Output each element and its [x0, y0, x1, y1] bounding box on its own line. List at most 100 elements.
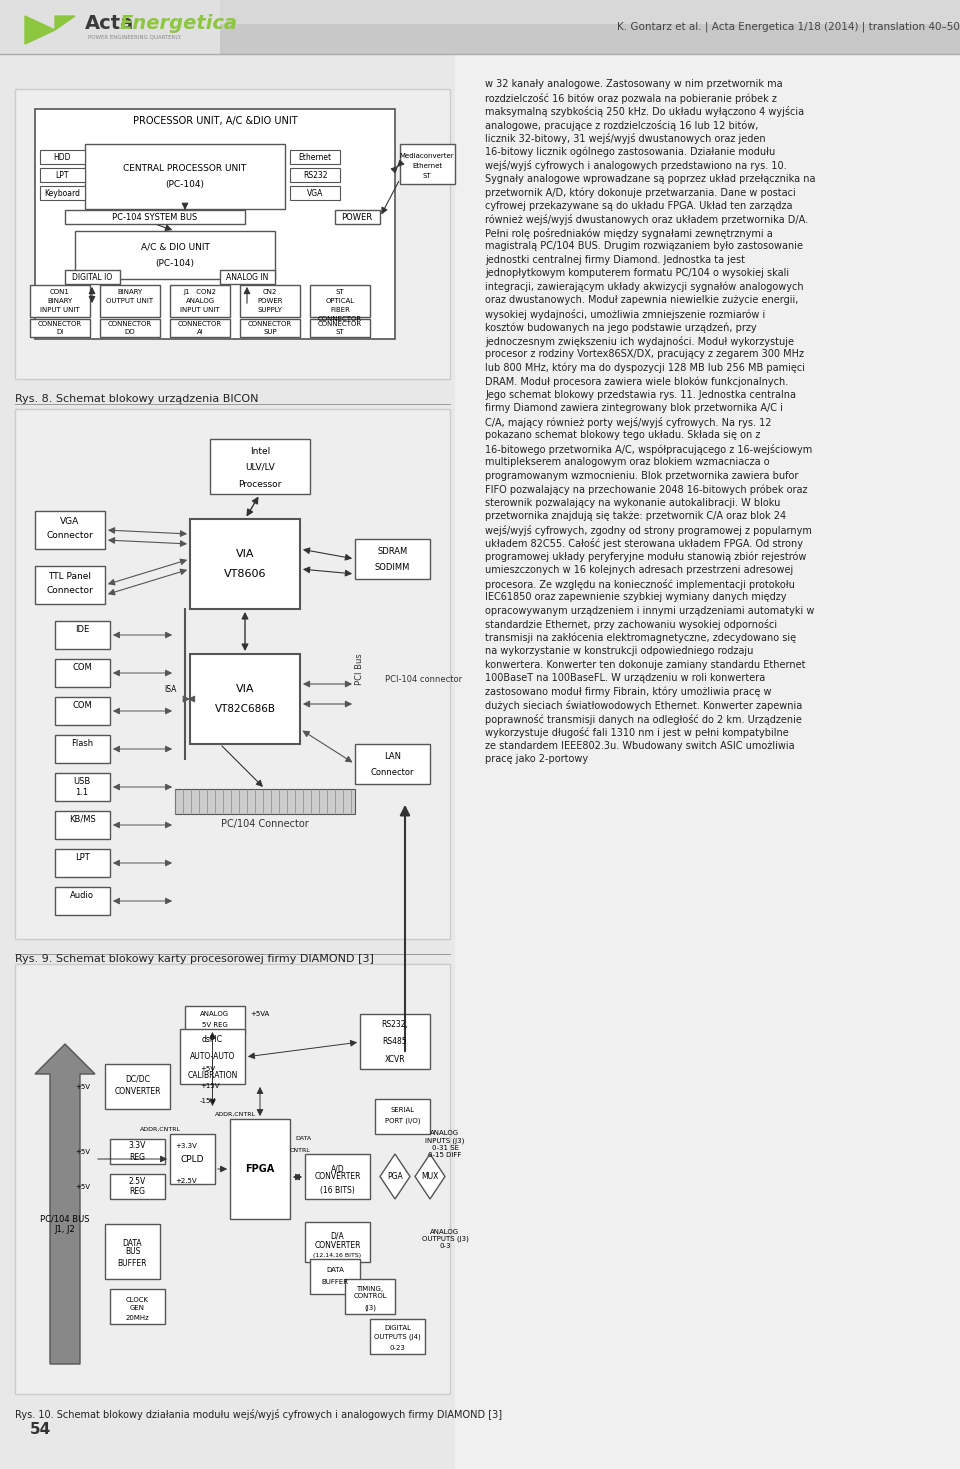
Text: wysokiej wydajności, umożliwia zmniejszenie rozmiarów i: wysokiej wydajności, umożliwia zmniejsze… [485, 308, 765, 319]
Text: SUPPLY: SUPPLY [257, 307, 282, 313]
Text: 16-bitowy licznik ogólnego zastosowania. Działanie modułu: 16-bitowy licznik ogólnego zastosowania.… [485, 147, 776, 157]
Text: VT82C686B: VT82C686B [214, 704, 276, 714]
FancyBboxPatch shape [55, 773, 110, 801]
Text: (12,14,16 BITS): (12,14,16 BITS) [313, 1253, 362, 1259]
FancyBboxPatch shape [55, 811, 110, 839]
Text: BINARY: BINARY [117, 289, 143, 295]
FancyBboxPatch shape [220, 270, 275, 284]
Text: multiplekserem analogowym oraz blokiem wzmacniacza o: multiplekserem analogowym oraz blokiem w… [485, 457, 770, 467]
FancyBboxPatch shape [185, 1006, 245, 1034]
Text: POWER: POWER [342, 213, 372, 222]
Text: CON1: CON1 [50, 289, 70, 295]
Text: COM: COM [72, 701, 92, 710]
Text: ISA: ISA [164, 685, 177, 693]
Text: VIA: VIA [236, 685, 254, 693]
Text: 0-23: 0-23 [390, 1346, 405, 1351]
Text: PGA: PGA [387, 1172, 403, 1181]
Text: CLOCK: CLOCK [126, 1297, 149, 1303]
Text: IEC61850 oraz zapewnienie szybkiej wymiany danych między: IEC61850 oraz zapewnienie szybkiej wymia… [485, 592, 786, 602]
Text: (PC-104): (PC-104) [165, 181, 204, 190]
FancyBboxPatch shape [370, 1319, 425, 1354]
Text: Keyboard: Keyboard [44, 188, 80, 197]
Bar [15, 964, 450, 1394]
Text: transmisji na zakłócenia elektromagnetyczne, zdecydowano się: transmisji na zakłócenia elektromagnetyc… [485, 633, 796, 643]
Text: SUP: SUP [263, 329, 276, 335]
FancyBboxPatch shape [55, 734, 110, 762]
Text: OUTPUT UNIT: OUTPUT UNIT [107, 298, 154, 304]
Text: wejś/wyjś cyfrowych i analogowych przedstawiono na rys. 10.: wejś/wyjś cyfrowych i analogowych przeds… [485, 160, 786, 170]
Text: Ethernet: Ethernet [412, 163, 442, 169]
Text: DI: DI [57, 329, 63, 335]
Text: dużych sieciach światłowodowych Ethernet. Konwerter zapewnia: dużych sieciach światłowodowych Ethernet… [485, 701, 803, 711]
Bar [175, 789, 355, 814]
FancyBboxPatch shape [40, 167, 85, 182]
Text: CONNECTOR: CONNECTOR [318, 322, 362, 328]
FancyBboxPatch shape [360, 1014, 430, 1069]
Text: CONVERTER: CONVERTER [314, 1241, 361, 1250]
Text: CONNECTOR: CONNECTOR [108, 322, 152, 328]
Text: A/D: A/D [330, 1163, 345, 1174]
Text: +15V: +15V [200, 1084, 220, 1090]
Text: ST: ST [336, 289, 345, 295]
Text: wejś/wyjś cyfrowych, zgodny od strony programowej z popularnym: wejś/wyjś cyfrowych, zgodny od strony pr… [485, 524, 812, 536]
Text: Sygnały analogowe wprowadzane są poprzez układ przełącznika na: Sygnały analogowe wprowadzane są poprzez… [485, 173, 815, 184]
Text: Ethernet: Ethernet [299, 153, 331, 162]
Text: 5V REG: 5V REG [202, 1022, 228, 1028]
Text: Processor: Processor [238, 479, 281, 489]
Text: BUFFER: BUFFER [322, 1278, 348, 1284]
FancyBboxPatch shape [110, 1138, 165, 1163]
Text: RS232,: RS232, [381, 1019, 408, 1028]
FancyBboxPatch shape [335, 210, 380, 223]
Text: D/A: D/A [330, 1231, 345, 1240]
Text: Acta: Acta [85, 13, 134, 32]
Text: FPGA: FPGA [246, 1163, 275, 1174]
Text: procesora. Ze względu na konieczność implementacji protokołu: procesora. Ze względu na konieczność imp… [485, 579, 795, 589]
Text: XCVR: XCVR [385, 1055, 405, 1064]
Text: BUS: BUS [125, 1247, 140, 1256]
Text: BUFFER: BUFFER [118, 1259, 147, 1268]
Text: integracji, zawierającym układy akwizycji sygnałów analogowych: integracji, zawierającym układy akwizycj… [485, 282, 804, 292]
Text: FIBER: FIBER [330, 307, 350, 313]
FancyBboxPatch shape [35, 109, 395, 339]
Text: SODIMM: SODIMM [374, 563, 410, 571]
Text: ANALOG: ANALOG [185, 298, 215, 304]
Text: BINARY: BINARY [47, 298, 73, 304]
Text: POWER ENGINEERING QUARTERLY: POWER ENGINEERING QUARTERLY [88, 34, 180, 40]
FancyBboxPatch shape [55, 621, 110, 649]
Text: REG: REG [129, 1153, 145, 1162]
Text: CALIBRATION: CALIBRATION [187, 1071, 238, 1081]
Text: standardzie Ethernet, przy zachowaniu wysokiej odporności: standardzie Ethernet, przy zachowaniu wy… [485, 618, 778, 630]
Text: Rys. 9. Schemat blokowy karty procesorowej firmy DIAMOND [3]: Rys. 9. Schemat blokowy karty procesorow… [15, 953, 373, 964]
Text: LPT: LPT [75, 852, 89, 861]
Text: w 32 kanały analogowe. Zastosowany w nim przetwornik ma: w 32 kanały analogowe. Zastosowany w nim… [485, 79, 782, 90]
FancyBboxPatch shape [355, 539, 430, 579]
Text: wykorzystuje długość fali 1310 nm i jest w pełni kompatybilne: wykorzystuje długość fali 1310 nm i jest… [485, 727, 789, 737]
Text: (PC-104): (PC-104) [156, 259, 195, 267]
Text: RS485: RS485 [383, 1037, 407, 1046]
Text: PC-104 SYSTEM BUS: PC-104 SYSTEM BUS [112, 213, 198, 222]
FancyBboxPatch shape [100, 319, 160, 336]
Polygon shape [380, 1155, 410, 1199]
Text: DATA: DATA [123, 1238, 142, 1249]
Text: firmy Diamond zawiera zintegrowany blok przetwornika A/C i: firmy Diamond zawiera zintegrowany blok … [485, 403, 782, 413]
FancyBboxPatch shape [240, 319, 300, 336]
Text: jednopłytkowym komputerem formatu PC/104 o wysokiej skali: jednopłytkowym komputerem formatu PC/104… [485, 267, 789, 278]
Text: 20MHz: 20MHz [126, 1315, 150, 1321]
Text: VGA: VGA [307, 188, 324, 197]
FancyBboxPatch shape [355, 743, 430, 784]
Text: J1   CON2: J1 CON2 [183, 289, 217, 295]
Polygon shape [55, 16, 75, 29]
Text: A/C & DIO UNIT: A/C & DIO UNIT [140, 242, 209, 251]
Text: 1.1: 1.1 [76, 787, 88, 796]
Text: DIGITAL IO: DIGITAL IO [72, 273, 112, 282]
FancyBboxPatch shape [170, 1134, 215, 1184]
Text: CONNECTOR: CONNECTOR [248, 322, 292, 328]
FancyBboxPatch shape [55, 849, 110, 877]
FancyBboxPatch shape [210, 439, 310, 494]
Text: PCI-104 connector: PCI-104 connector [385, 674, 462, 683]
Text: Connector: Connector [47, 530, 93, 539]
Text: Flash: Flash [71, 739, 93, 748]
Text: Rys. 10. Schemat blokowy działania modułu wejś/wyjś cyfrowych i analogowych firm: Rys. 10. Schemat blokowy działania moduł… [15, 1409, 502, 1421]
Text: USB: USB [73, 777, 90, 786]
FancyBboxPatch shape [230, 1119, 290, 1219]
